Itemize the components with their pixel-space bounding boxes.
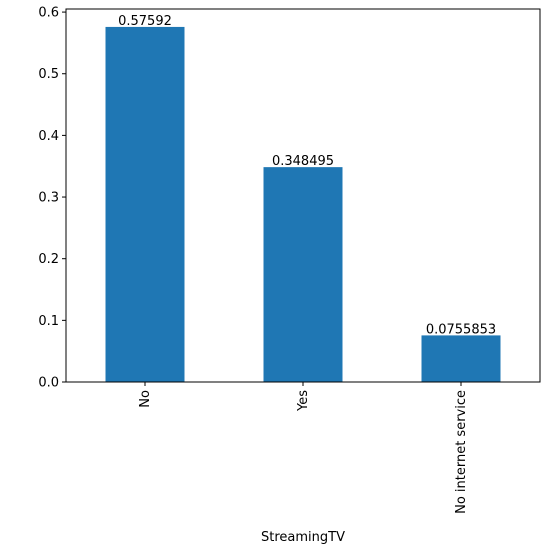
y-axis: 0.0 0.1 0.2 0.3 0.4 0.5 0.6 (38, 6, 66, 391)
bar-1 (263, 167, 343, 382)
data-label-0: 0.57592 (118, 14, 172, 29)
x-tick-label-2: No internet service (454, 390, 469, 514)
x-tick-label-1: Yes (296, 390, 311, 412)
plot-frame (65, 8, 541, 383)
y-tick-label-6: 0.6 (38, 6, 59, 21)
y-tick-label-5: 0.5 (38, 67, 59, 82)
data-label-2: 0.0755853 (426, 322, 496, 337)
x-axis-label: StreamingTV (261, 530, 345, 545)
bars-group (105, 26, 501, 383)
data-labels-group: 0.57592 0.348495 0.0755853 (118, 14, 496, 337)
bar-2 (421, 335, 501, 382)
y-tick-label-1: 0.1 (38, 314, 59, 329)
bar-0 (105, 26, 185, 383)
x-tick-label-0: No (138, 390, 153, 408)
x-axis: No Yes No internet service (138, 382, 469, 514)
y-tick-label-0: 0.0 (38, 376, 59, 391)
y-tick-label-2: 0.2 (38, 252, 59, 267)
data-label-1: 0.348495 (272, 154, 334, 169)
y-tick-label-3: 0.3 (38, 191, 59, 206)
y-tick-label-4: 0.4 (38, 129, 59, 144)
